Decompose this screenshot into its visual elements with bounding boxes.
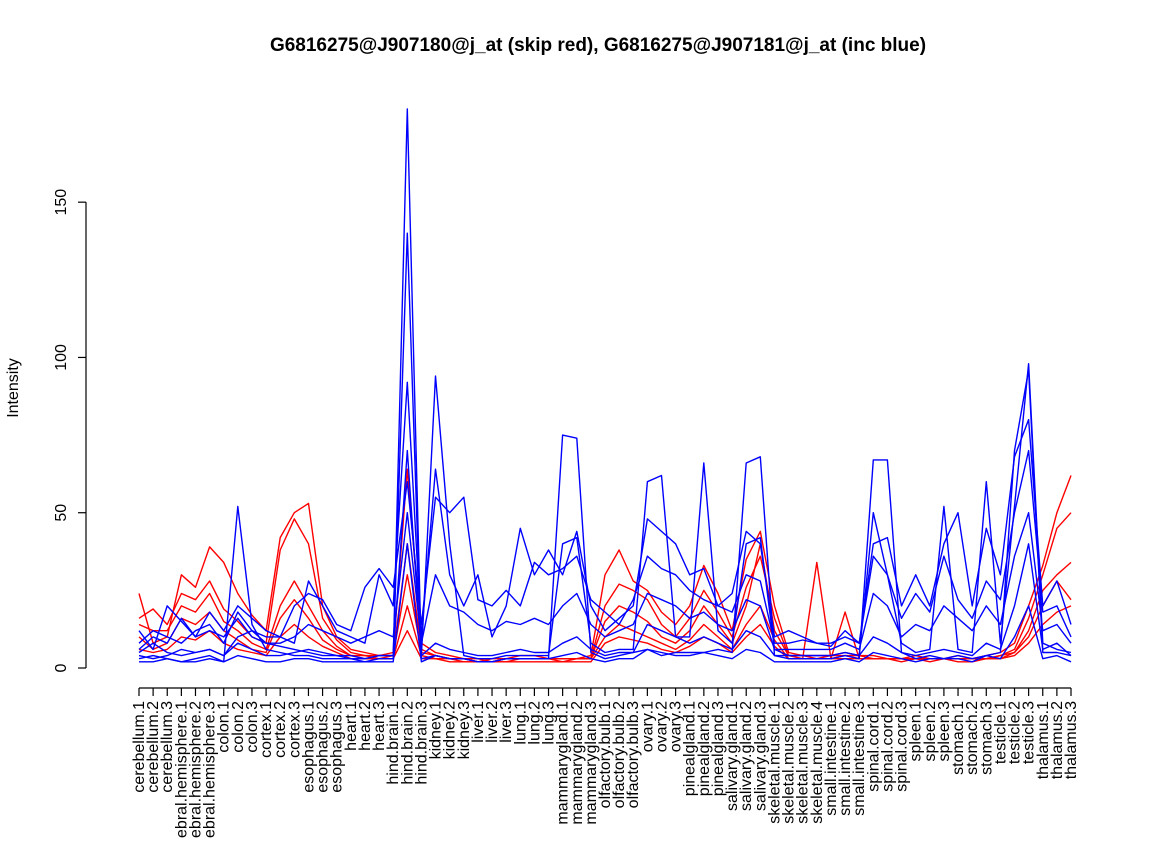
- x-tick-label: testicle.1: [992, 701, 1009, 764]
- x-tick-label: spleen.2: [922, 701, 939, 762]
- x-tick-label: ebral.hemisphere.1: [173, 701, 190, 838]
- x-tick-label: kidney.3: [456, 701, 473, 760]
- x-tick-label: colon.3: [244, 701, 261, 753]
- series-line-inc-5: [138, 108, 1072, 663]
- x-tick-label: ebral.hemisphere.2: [187, 701, 204, 838]
- x-tick-label: hind.brain.3: [413, 701, 430, 785]
- x-tick-label: olfactory.bulb.1: [597, 701, 614, 808]
- x-tick-label: cerebellum.2: [145, 701, 162, 793]
- x-tick-label: olfactory.bulb.3: [625, 701, 642, 808]
- x-tick-label: ebral.hemisphere.3: [202, 701, 219, 838]
- x-tick-label: spleen.3: [936, 701, 953, 762]
- x-tick-label: esophagus.2: [315, 701, 332, 793]
- x-tick-label: thalamus.1: [1035, 701, 1052, 779]
- x-tick-label: heart.2: [357, 701, 374, 751]
- x-tick-label: thalamus.2: [1049, 701, 1066, 779]
- x-tick-label: kidney.1: [428, 701, 445, 760]
- x-tick-label: thalamus.3: [1063, 701, 1080, 779]
- x-tick-label: cortex.2: [272, 701, 289, 758]
- x-tick-label: heart.1: [343, 701, 360, 751]
- x-tick-label: skeletal.muscle.2: [781, 701, 798, 824]
- x-tick-label: lung.3: [541, 701, 558, 745]
- y-tick-label: 0: [53, 663, 70, 672]
- x-tick-label: olfactory.bulb.2: [611, 701, 628, 808]
- x-tick-label: esophagus.3: [329, 701, 346, 793]
- x-tick-label: cerebellum.3: [159, 701, 176, 793]
- x-tick-label: liver.1: [470, 701, 487, 743]
- series-line-inc-8: [138, 449, 1072, 651]
- x-tick-label: mammarygland.1: [555, 701, 572, 825]
- series-line-inc-7: [138, 381, 1072, 644]
- x-tick-label: mammarygland.2: [569, 701, 586, 825]
- series-line-inc-10: [139, 543, 1072, 663]
- x-tick-label: heart.3: [371, 701, 388, 751]
- x-tick-label: salivary.gland.2: [738, 701, 755, 811]
- x-tick-label: stomach.2: [964, 701, 981, 775]
- x-tick-label: mammarygland.3: [583, 701, 600, 825]
- x-tick-label: colon.2: [230, 701, 247, 753]
- x-tick-label: cortex.3: [286, 701, 303, 758]
- x-axis: cerebellum.1cerebellum.2cerebellum.3ebra…: [131, 687, 1080, 838]
- x-tick-label: pinealgland.3: [710, 701, 727, 796]
- x-tick-label: cerebellum.1: [131, 701, 148, 793]
- x-tick-label: colon.1: [216, 701, 233, 753]
- x-tick-label: spleen.1: [908, 701, 925, 762]
- x-tick-label: skeletal.muscle.3: [795, 701, 812, 824]
- x-tick-label: ovary.3: [668, 701, 685, 752]
- x-tick-label: salivary.gland.3: [752, 701, 769, 811]
- x-tick-label: small.intestine.2: [837, 701, 854, 816]
- x-tick-label: liver.2: [484, 701, 501, 743]
- x-tick-label: small.intestine.1: [823, 701, 840, 816]
- x-tick-label: stomach.3: [978, 701, 995, 775]
- x-tick-label: spinal.cord.3: [894, 701, 911, 792]
- x-tick-label: salivary.gland.1: [724, 701, 741, 811]
- x-tick-label: pinealgland.1: [682, 701, 699, 796]
- x-tick-label: liver.3: [498, 701, 515, 743]
- plot-area: [138, 108, 1072, 663]
- series-line-inc-11: [138, 512, 1072, 651]
- x-tick-label: spinal.cord.2: [879, 701, 896, 792]
- y-axis-label: Intensity: [5, 358, 22, 418]
- x-tick-label: ovary.1: [639, 701, 656, 752]
- x-tick-label: esophagus.1: [300, 701, 317, 793]
- x-tick-label: small.intestine.3: [851, 701, 868, 816]
- x-tick-label: skeletal.muscle.4: [809, 701, 826, 824]
- x-tick-label: lung.2: [526, 701, 543, 745]
- x-tick-label: cortex.1: [258, 701, 275, 758]
- y-tick-label: 50: [53, 504, 70, 522]
- x-tick-label: testicle.3: [1021, 701, 1038, 764]
- x-tick-label: stomach.1: [950, 701, 967, 775]
- x-tick-label: lung.1: [512, 701, 529, 745]
- x-tick-label: testicle.2: [1007, 701, 1024, 764]
- chart-title: G6816275@J907180@j_at (skip red), G68162…: [270, 35, 926, 56]
- x-tick-label: skeletal.muscle.1: [766, 701, 783, 824]
- x-tick-label: kidney.2: [442, 701, 459, 760]
- series-line-inc-9: [138, 449, 1072, 660]
- x-tick-label: ovary.2: [653, 701, 670, 752]
- x-tick-label: hind.brain.2: [399, 701, 416, 785]
- y-tick-label: 150: [53, 189, 70, 216]
- y-axis: 0 50 100 150: [53, 189, 87, 672]
- x-tick-label: hind.brain.1: [385, 701, 402, 785]
- series-line-inc-6: [138, 232, 1072, 660]
- y-tick-label: 100: [53, 344, 70, 371]
- x-tick-label: spinal.cord.1: [865, 701, 882, 792]
- x-tick-label: pinealgland.2: [696, 701, 713, 796]
